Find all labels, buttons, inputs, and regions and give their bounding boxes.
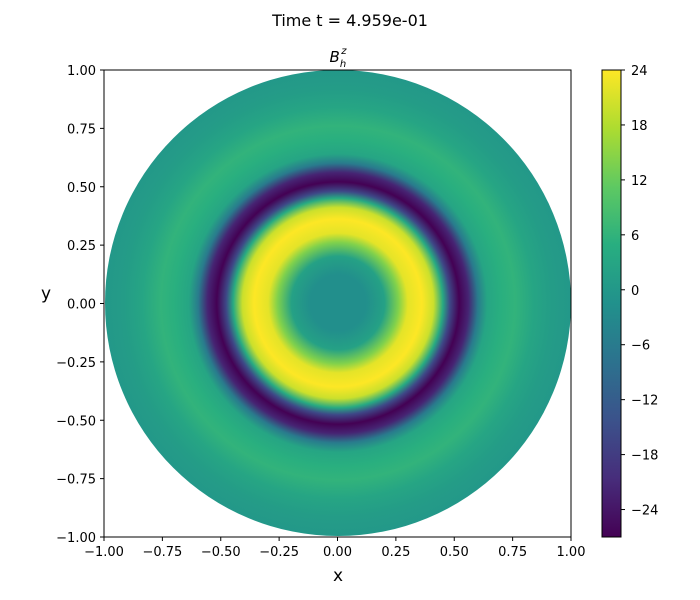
colorbar-tick-label: −12 (631, 394, 658, 409)
x-tick-label: 0.25 (381, 545, 410, 560)
colorbar-tick-label: 18 (631, 119, 648, 134)
colorbar-tick-label: −18 (631, 449, 658, 464)
y-tick-label: −0.50 (56, 414, 96, 429)
colorbar-tick-label: 6 (631, 229, 639, 244)
y-tick-label: 0.25 (67, 239, 96, 254)
colorbar-tick-label: −24 (631, 504, 658, 519)
colorbar: −24 −18 −12 −6 0 6 12 18 24 (601, 64, 658, 538)
x-tick-label: −0.75 (142, 545, 182, 560)
y-tick-label: −0.25 (56, 356, 96, 371)
x-tick-label: 1.00 (557, 545, 586, 560)
x-tick-label: 0.00 (323, 545, 352, 560)
x-tick-label: 0.50 (440, 545, 469, 560)
colorbar-tick-label: 0 (631, 284, 639, 299)
colorbar-tick-label: −6 (631, 339, 650, 354)
plot-title-base: B (330, 48, 340, 66)
figure-suptitle: Time t = 4.959e-01 (271, 11, 428, 30)
colorbar-ticks: −24 −18 −12 −6 0 6 12 18 24 (621, 64, 658, 519)
y-tick-label: 0.00 (67, 298, 96, 313)
y-axis-label: y (41, 284, 51, 304)
plot-title-sup: z (340, 46, 347, 57)
plot-area (103, 69, 572, 538)
colorbar-tick-label: 12 (631, 174, 648, 189)
plot-title-sub: h (340, 59, 346, 70)
colorbar-fill (602, 70, 621, 537)
x-tick-label: −0.25 (259, 545, 299, 560)
y-tick-label: −0.75 (56, 473, 96, 488)
x-tick-label: 0.75 (498, 545, 527, 560)
plot-title: Bhz (330, 46, 348, 70)
y-tick-label: 0.50 (67, 181, 96, 196)
x-axis-ticks: −1.00 −0.75 −0.50 −0.25 0.00 0.25 0.50 0.75 1.00 (84, 537, 585, 560)
x-axis-label: x (333, 566, 343, 586)
colorbar-frame (601, 69, 622, 538)
y-tick-label: 1.00 (67, 64, 96, 79)
colorbar-tick-label: 24 (631, 64, 648, 79)
x-tick-label: −1.00 (84, 545, 124, 560)
y-tick-label: 0.75 (67, 122, 96, 137)
y-axis-ticks: −1.00 −0.75 −0.50 −0.25 0.00 0.25 0.50 0.75 1.00 (56, 64, 104, 546)
y-tick-label: −1.00 (56, 531, 96, 546)
data-disk (105, 70, 571, 536)
x-tick-label: −0.50 (201, 545, 241, 560)
